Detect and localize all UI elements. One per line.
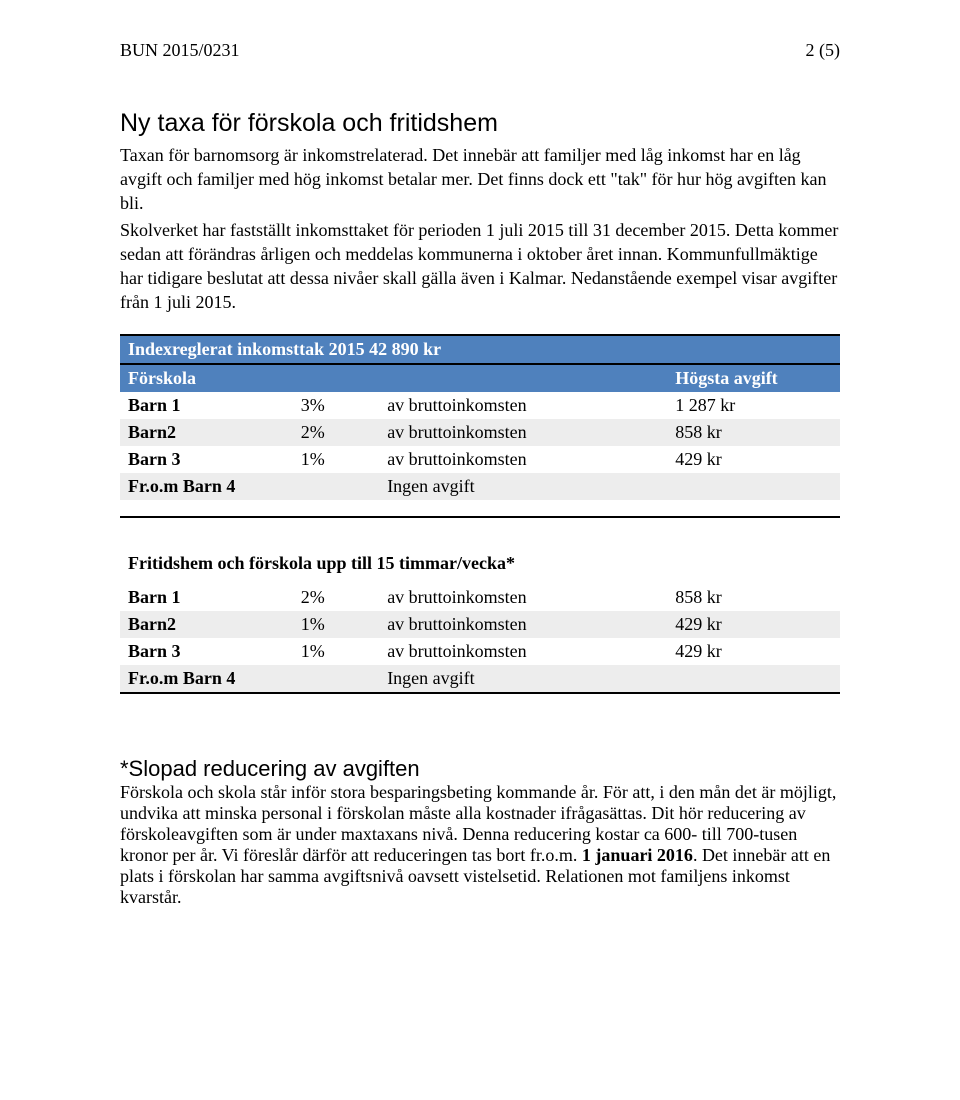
row-pct: 2% [293, 584, 379, 611]
row-pct [293, 665, 379, 693]
intro-paragraph-1: Taxan för barnomsorg är inkomstrelaterad… [120, 144, 840, 215]
row-phrase: av bruttoinkomsten [379, 419, 667, 446]
subheader-spacer [379, 364, 667, 392]
table-row: Barn 1 3% av bruttoinkomsten 1 287 kr [120, 392, 840, 419]
row-pct [293, 473, 379, 500]
row-amount [667, 665, 840, 693]
fee-table: Indexreglerat inkomsttak 2015 42 890 kr … [120, 334, 840, 518]
row-label: Barn 1 [120, 392, 293, 419]
subheader-left: Förskola [120, 364, 379, 392]
row-phrase: av bruttoinkomsten [379, 392, 667, 419]
group2-title-text: Fritidshem och förskola upp till 15 timm… [128, 553, 515, 573]
table-spacer [120, 500, 840, 517]
section2-title: *Slopad reducering av avgiften [120, 756, 420, 781]
row-label: Barn2 [120, 611, 293, 638]
doc-id: BUN 2015/0231 [120, 40, 240, 61]
row-amount: 858 kr [667, 419, 840, 446]
row-label: Barn 3 [120, 446, 293, 473]
row-amount: 429 kr [667, 638, 840, 665]
section2-para: Förskola och skola står inför stora besp… [120, 782, 836, 907]
table-subheader-forskola: Förskola Högsta avgift [120, 364, 840, 392]
row-pct: 1% [293, 611, 379, 638]
group2-title-row: Fritidshem och förskola upp till 15 timm… [120, 550, 840, 584]
table-row: Fr.o.m Barn 4 Ingen avgift [120, 473, 840, 500]
row-label: Fr.o.m Barn 4 [120, 665, 293, 693]
row-pct: 3% [293, 392, 379, 419]
group2-title: Fritidshem och förskola upp till 15 timm… [120, 550, 840, 584]
row-phrase: av bruttoinkomsten [379, 584, 667, 611]
row-phrase: av bruttoinkomsten [379, 446, 667, 473]
row-phrase: av bruttoinkomsten [379, 638, 667, 665]
row-amount [667, 473, 840, 500]
row-pct: 1% [293, 638, 379, 665]
row-label: Barn 3 [120, 638, 293, 665]
section2-bold-date: 1 januari 2016 [582, 845, 693, 865]
fee-table-fritidshem: Fritidshem och förskola upp till 15 timm… [120, 550, 840, 694]
row-amount: 1 287 kr [667, 392, 840, 419]
table-row: Barn 3 1% av bruttoinkomsten 429 kr [120, 446, 840, 473]
section2-block: *Slopad reducering av avgiften Förskola … [120, 756, 840, 908]
row-amount: 858 kr [667, 584, 840, 611]
table-row: Barn 1 2% av bruttoinkomsten 858 kr [120, 584, 840, 611]
row-amount: 429 kr [667, 446, 840, 473]
table-row: Barn 3 1% av bruttoinkomsten 429 kr [120, 638, 840, 665]
table-banner: Indexreglerat inkomsttak 2015 42 890 kr [120, 335, 840, 364]
table-row: Fr.o.m Barn 4 Ingen avgift [120, 665, 840, 693]
table-row: Barn2 2% av bruttoinkomsten 858 kr [120, 419, 840, 446]
subheader-right: Högsta avgift [667, 364, 840, 392]
row-pct: 1% [293, 446, 379, 473]
row-pct: 2% [293, 419, 379, 446]
row-phrase: Ingen avgift [379, 665, 667, 693]
page-number: 2 (5) [806, 40, 841, 61]
section-title-taxa: Ny taxa för förskola och fritidshem [120, 109, 840, 138]
table-banner-row: Indexreglerat inkomsttak 2015 42 890 kr [120, 335, 840, 364]
row-amount: 429 kr [667, 611, 840, 638]
table-row: Barn2 1% av bruttoinkomsten 429 kr [120, 611, 840, 638]
intro-paragraph-2: Skolverket har fastställt inkomsttaket f… [120, 219, 840, 314]
row-label: Barn 1 [120, 584, 293, 611]
row-phrase: av bruttoinkomsten [379, 611, 667, 638]
row-label: Fr.o.m Barn 4 [120, 473, 293, 500]
row-label: Barn2 [120, 419, 293, 446]
row-phrase: Ingen avgift [379, 473, 667, 500]
page-header: BUN 2015/0231 2 (5) [120, 40, 840, 61]
